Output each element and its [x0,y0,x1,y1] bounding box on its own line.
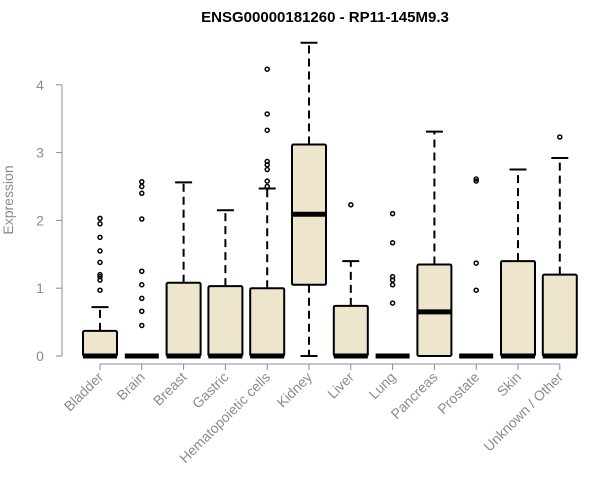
box-prostate [459,176,494,359]
outlier-point [264,111,270,117]
outlier-point [264,166,270,173]
box-brain [124,179,159,359]
x-tick-label: Skin [494,369,525,400]
y-tick-label: 1 [36,280,44,296]
box-pancreas [416,130,453,357]
outlier-point [473,287,479,293]
outlier-point [139,190,145,197]
box-unknown-other [541,134,578,359]
outlier-point [557,134,563,140]
y-axis-label: Expression [0,165,16,234]
box-body [332,304,369,358]
box-body [165,281,202,357]
outlier-point [97,271,103,278]
x-tick-label: Liver [324,369,357,402]
outlier-point [97,287,103,293]
x-tick-label: Breast [150,369,190,409]
y-tick-label: 2 [36,212,44,228]
outlier-point [97,259,103,266]
x-tick-label: Bladder [61,369,107,415]
outlier-point [389,240,396,246]
y-tick-label: 0 [36,348,44,364]
outlier-point [264,127,270,133]
y-tick-label: 4 [36,77,44,93]
x-tick-label: Unknown / Other [480,369,566,455]
outlier-point [139,282,145,288]
box-body [82,329,118,358]
outlier-point [348,202,354,208]
box-skin [500,168,536,359]
outlier-point [139,183,145,190]
outlier-point [97,248,103,254]
outlier-point [97,221,103,227]
x-tick-label: Brain [113,369,147,403]
x-tick-label: Kidney [274,369,316,411]
box-kidney [291,41,327,357]
outlier-point [473,178,479,184]
box-lung [375,210,410,359]
outlier-point [389,282,396,288]
box-body [207,285,244,357]
box-body [249,287,286,358]
x-tick-label: Lung [365,369,398,402]
outlier-point [264,183,270,190]
box-bladder [82,215,118,359]
outlier-point [97,273,103,280]
outlier-point [139,308,145,315]
box-body [500,260,536,357]
outlier-point [264,178,270,184]
outlier-point [389,300,396,306]
outlier-point [139,179,145,185]
outlier-point [139,216,145,222]
outlier-point [389,210,396,217]
chart-title: ENSG00000181260 - RP11-145M9.3 [201,9,449,26]
outlier-point [139,268,145,274]
outlier-point [97,234,103,241]
outlier-point [139,295,145,302]
box-gastric [207,209,244,359]
box-liver [332,202,369,359]
outlier-point [139,322,145,329]
x-tick-label: Prostate [434,369,482,417]
outlier-point [264,158,270,165]
box-hematopoietic-cells [249,66,286,359]
outlier-point [473,176,479,182]
outlier-point [264,66,270,72]
box-body [541,273,578,358]
outlier-point [389,273,396,280]
boxplot-series [82,41,578,359]
box-breast [165,181,202,359]
outlier-point [97,215,103,222]
y-axis: 0 1 2 3 4 [36,77,63,364]
y-tick-label: 3 [36,145,44,161]
outlier-point [473,260,479,266]
